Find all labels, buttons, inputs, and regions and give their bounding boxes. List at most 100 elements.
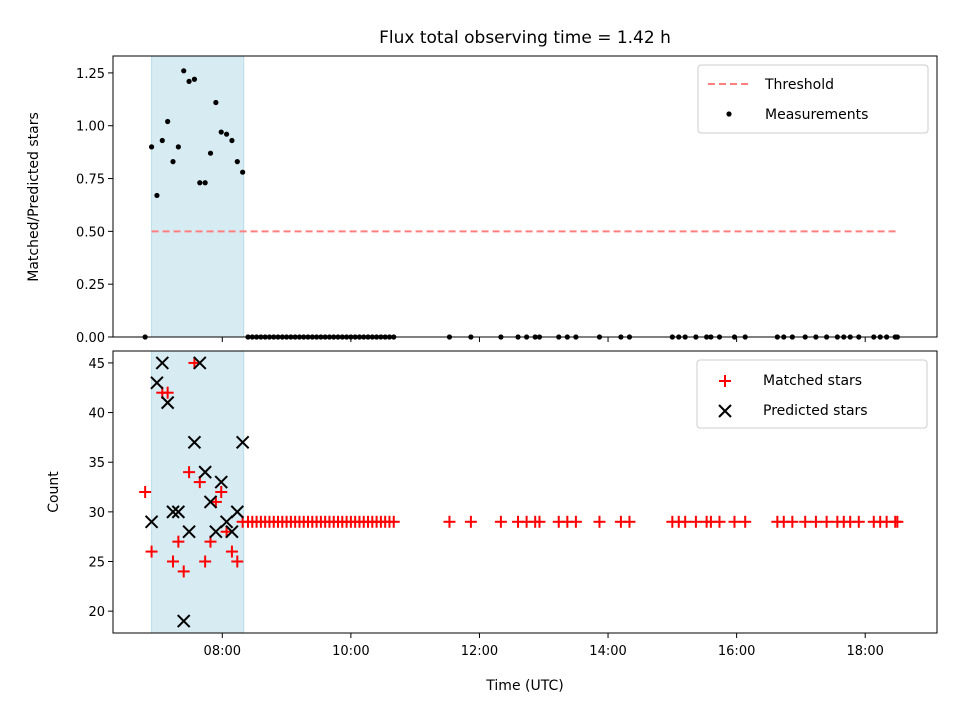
matched-star-point [891, 515, 904, 528]
threshold-legend-label: Threshold [764, 77, 834, 93]
matched-star-point [139, 486, 152, 498]
predicted-star-point [214, 475, 228, 489]
measurement-point [197, 180, 203, 186]
bottom-legend-box [696, 359, 928, 429]
measurement-point [181, 68, 187, 74]
measurement-point [218, 129, 224, 135]
matched-star-point [161, 386, 174, 399]
matched-star-point [713, 515, 726, 528]
top-y-tick-label: 1.00 [76, 120, 105, 135]
matched-star-point [225, 545, 238, 558]
measurements-legend-swatch [726, 111, 732, 117]
measurements-legend-label: Measurements [765, 107, 868, 123]
predicted-star-point [203, 495, 218, 509]
top-y-tick-label: 0.00 [76, 331, 105, 346]
top-y-tick-label: 0.75 [76, 173, 105, 188]
bottom-y-tick-label: 25 [88, 556, 105, 571]
predicted-legend-label: Predicted stars [763, 403, 868, 419]
top-panel: 0.00 0.25 0.50 0.75 1.00 1.25 Matched/Predict… [26, 55, 938, 346]
predicted-star-point [171, 505, 186, 519]
matched-star-point [593, 515, 606, 528]
predicted-star-point [160, 395, 175, 410]
matched-star-point [739, 515, 752, 528]
matched-star-point [167, 555, 180, 568]
predicted-star-point [235, 435, 250, 450]
top-y-tick-label: 0.25 [76, 278, 105, 293]
predicted-star-point [230, 505, 245, 519]
bottom-y-tick-label: 45 [88, 357, 105, 372]
x-tick-label: 08:00 [204, 644, 241, 659]
measurement-point [159, 137, 165, 144]
measurement-point [170, 159, 176, 165]
x-tick-label: 10:00 [332, 644, 369, 659]
matched-star-point [443, 515, 456, 528]
x-tick-label: 18:00 [846, 644, 883, 659]
bottom-plot-frame [112, 350, 938, 634]
bottom-y-tick-label: 35 [88, 456, 105, 471]
matched-star-point [728, 515, 741, 528]
x-tick-label: 16:00 [718, 644, 755, 659]
bottom-y-axis-label: Count [46, 471, 62, 513]
matched-legend-swatch [719, 375, 731, 387]
bottom-y-tick-label: 30 [88, 506, 105, 521]
matched-star-point [799, 515, 812, 528]
matched-star-point [464, 515, 477, 528]
measurement-point [202, 180, 208, 186]
top-y-tick-label: 0.50 [76, 225, 105, 240]
bottom-legend: Matched stars Predicted stars [696, 359, 928, 429]
x-axis-label: Time (UTC) [485, 678, 563, 694]
measurement-point [207, 150, 214, 156]
matched-star-point [569, 515, 582, 528]
predicted-star-point [209, 525, 223, 539]
matched-star-point [679, 515, 692, 528]
chart-title: Flux total observing time = 1.42 h [379, 28, 671, 48]
predicted-star-point [187, 435, 202, 450]
measurement-point [213, 99, 219, 106]
predicted-star-point [155, 356, 169, 370]
matched-star-point [809, 515, 822, 528]
predicted-legend-swatch [718, 404, 732, 418]
top-plot-frame [112, 55, 938, 338]
predicted-star-point [144, 515, 159, 529]
matched-star-point [177, 565, 190, 578]
predicted-star-point [182, 525, 196, 539]
measurement-point [186, 78, 192, 84]
bottom-y-tick-label: 40 [88, 407, 105, 422]
matched-star-point [820, 515, 833, 528]
measurement-point [165, 118, 171, 125]
matched-star-point [387, 515, 400, 528]
matched-star-point [533, 515, 546, 528]
x-tick-label: 12:00 [461, 644, 498, 659]
matched-star-point [145, 545, 158, 558]
measurement-point [191, 76, 198, 82]
top-y-tick-label: 1.25 [76, 67, 105, 82]
predicted-star-point [177, 614, 191, 628]
matched-star-point [786, 515, 799, 528]
matched-star-point [199, 555, 212, 568]
bottom-panel: 20 25 30 35 40 45 08:00 10:00 12:00 14:00 16:00 18… [46, 350, 938, 694]
measurement-point [229, 137, 235, 144]
top-legend: Threshold Measurements [697, 64, 929, 134]
top-observing-window [151, 55, 245, 338]
predicted-star-point [225, 525, 239, 539]
predicted-star-point [193, 356, 207, 370]
matched-star-point [231, 555, 244, 568]
matched-star-point [183, 466, 196, 479]
measurement-point [148, 144, 155, 150]
predicted-star-point [219, 515, 234, 529]
measurement-point [175, 144, 181, 150]
matched-star-point [852, 515, 865, 528]
measurement-point [223, 131, 230, 137]
measurement-point [240, 169, 246, 175]
matched-star-point [494, 515, 507, 528]
matched-legend-label: Matched stars [763, 373, 862, 389]
measurement-point [234, 159, 240, 165]
matched-star-point [623, 515, 636, 528]
bottom-y-tick-label: 20 [88, 605, 105, 620]
top-legend-box [697, 64, 929, 134]
measurement-point [154, 192, 160, 199]
matched-star-point [689, 515, 702, 528]
predicted-star-point [198, 465, 212, 479]
top-y-axis-label: Matched/Predicted stars [26, 112, 42, 282]
